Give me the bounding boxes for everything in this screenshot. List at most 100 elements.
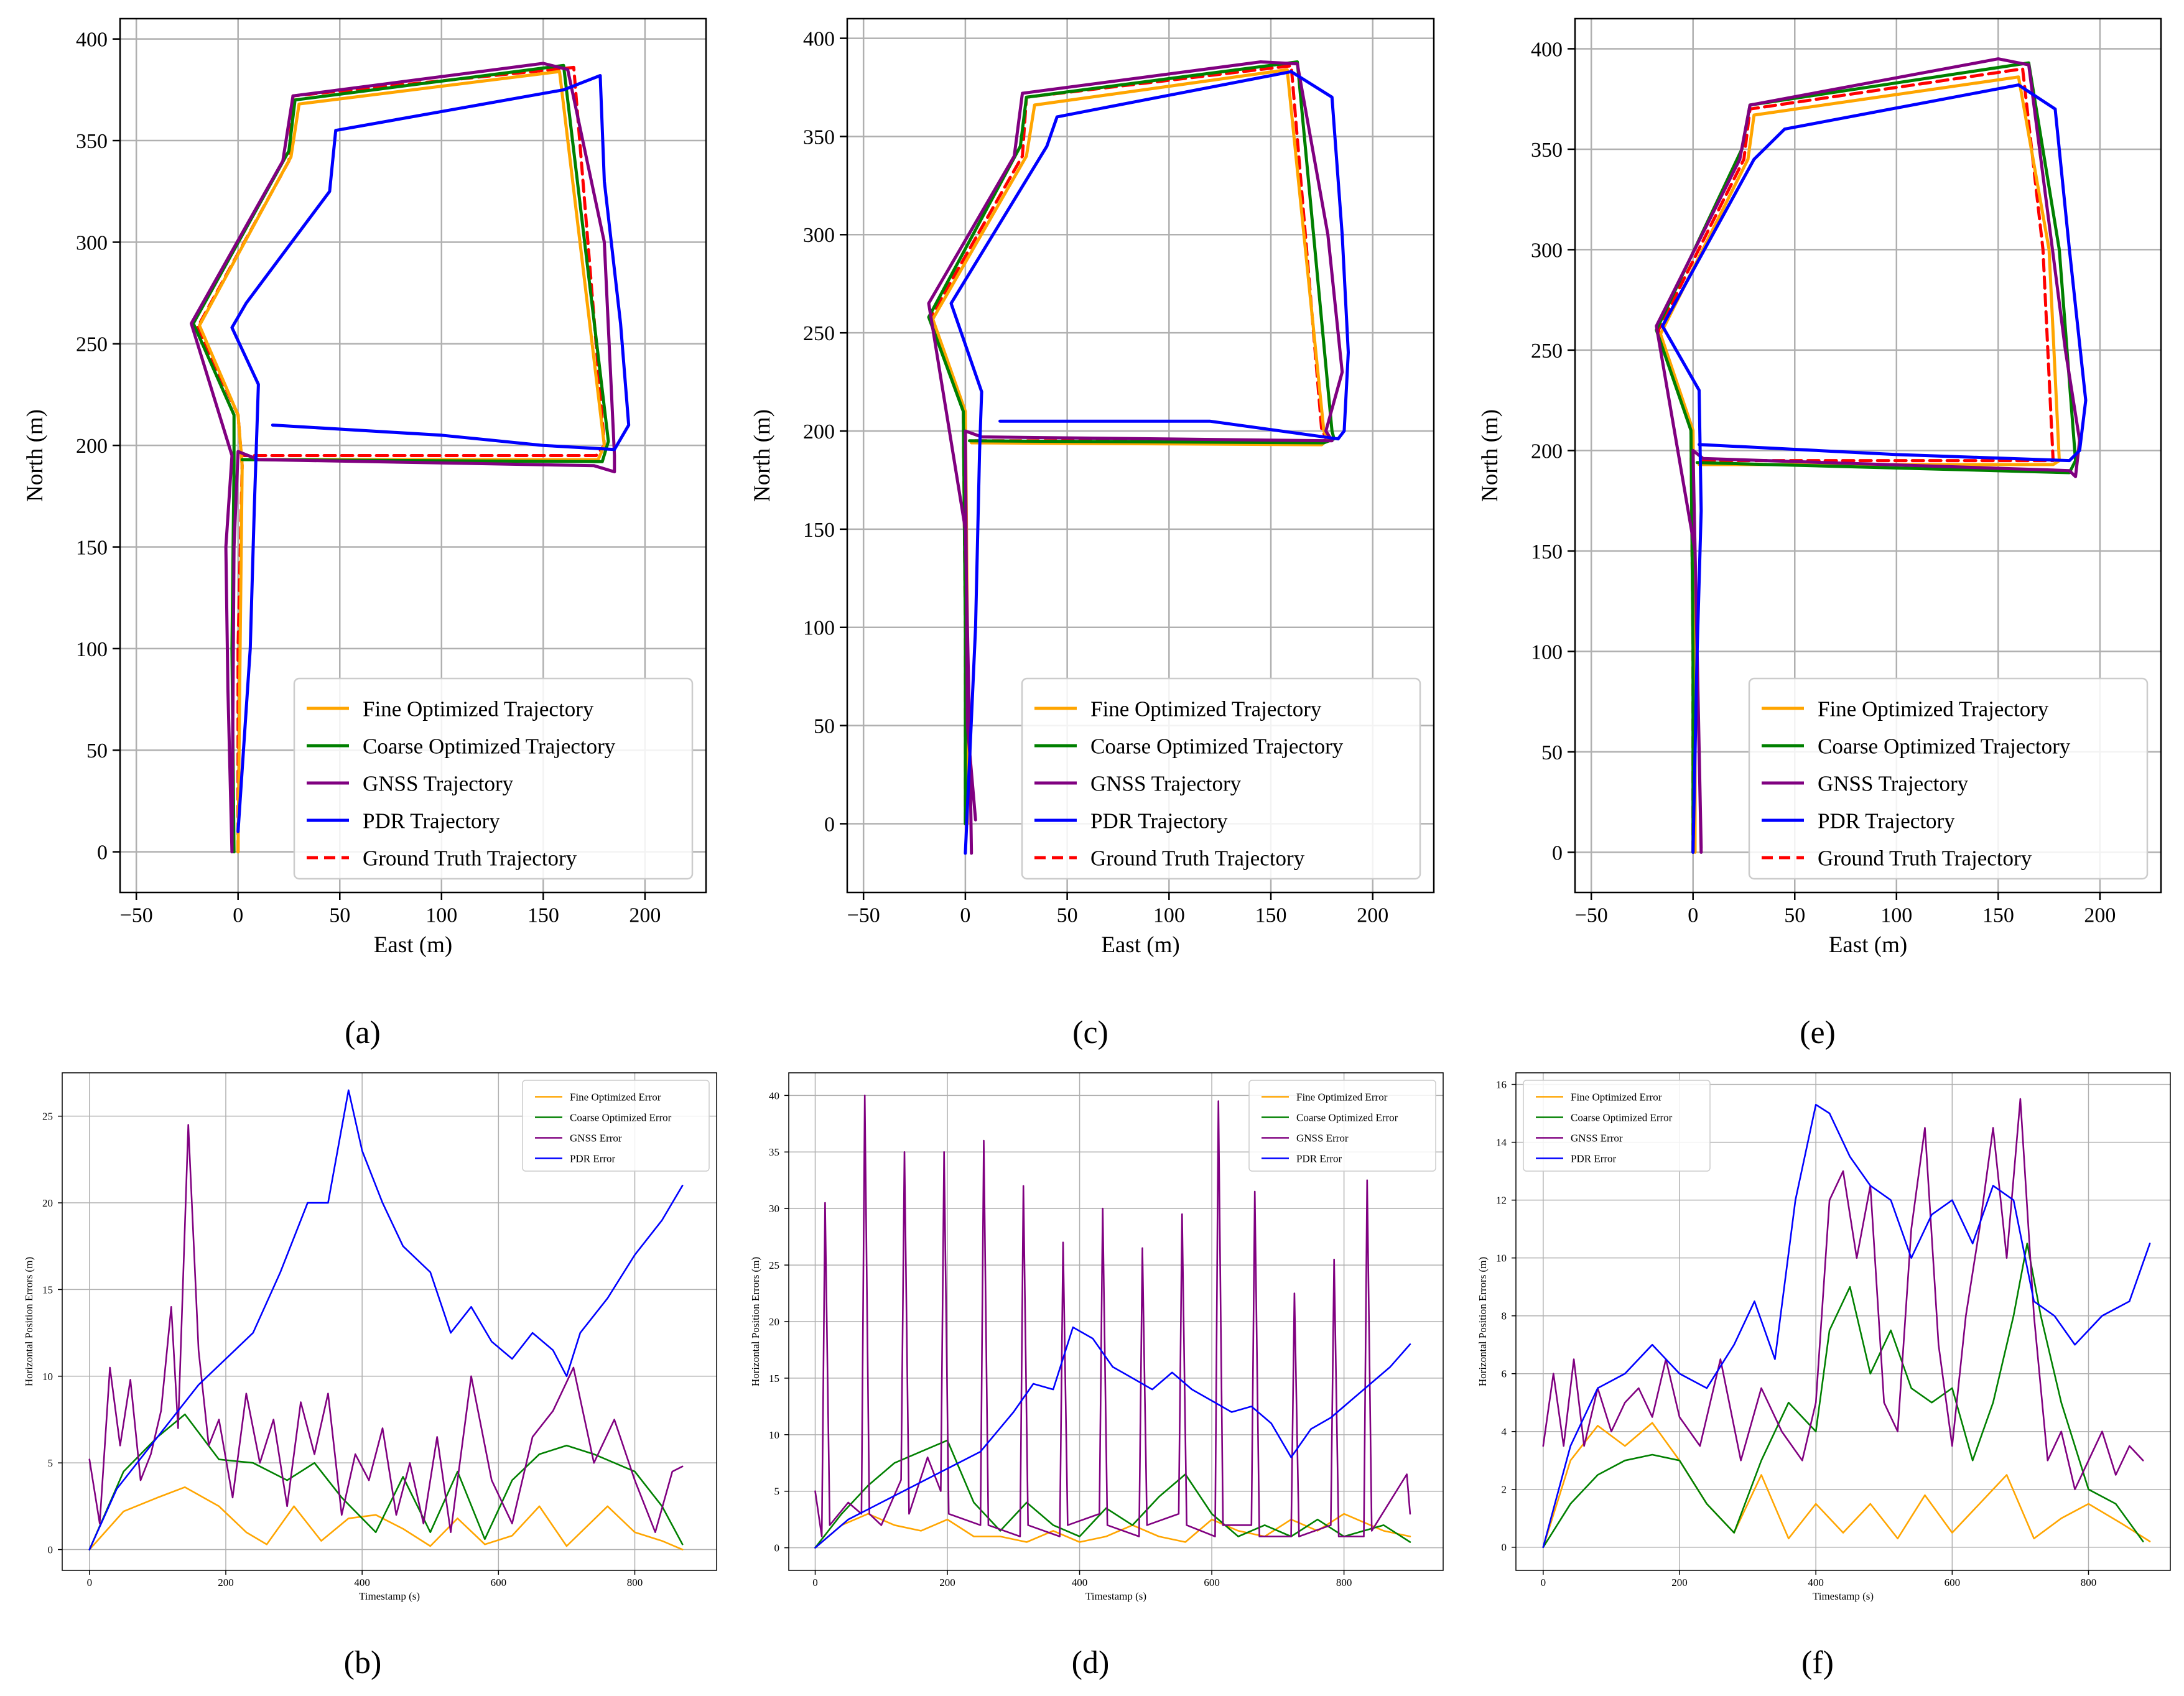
y-tick-label: 0 (824, 813, 835, 836)
legend-e: Fine Optimized Trajectory Coarse Optimize… (1748, 677, 2149, 880)
y-tick-label: 6 (1502, 1368, 1507, 1380)
x-tick-label: 50 (329, 904, 350, 927)
x-axis-label: East (m) (1101, 932, 1179, 958)
legend-entry-label: PDR Trajectory (1090, 809, 1228, 833)
legend-entry-label: Coarse Optimized Trajectory (363, 734, 616, 758)
y-tick-label: 15 (42, 1284, 53, 1295)
y-tick-label: 250 (76, 333, 108, 356)
legend-box (522, 1080, 710, 1172)
y-tick-label: 5 (774, 1486, 780, 1498)
legend-entry-label: Ground Truth Trajectory (363, 846, 577, 870)
series-line-gnss-trajectory (927, 60, 1344, 855)
x-tick-label: −50 (847, 904, 880, 927)
y-tick-label: 40 (769, 1090, 779, 1101)
y-tick-label: 350 (1531, 139, 1563, 162)
legend-entry-label: Coarse Optimized Error (1571, 1111, 1673, 1123)
chart-e: −50 0 50 100 150 200 0 50 100 150 200 250 300 350 400 E… (1477, 17, 2162, 958)
series-group-a (190, 62, 631, 854)
x-tick-label: 400 (354, 1577, 370, 1588)
y-axis-label: Horizontal Position Errors (m) (23, 1257, 35, 1386)
x-tick-label: 400 (1808, 1577, 1824, 1588)
y-tick-label: 50 (86, 739, 108, 762)
series-line-fine-optimized-error (88, 1486, 684, 1550)
x-tick-label: 200 (1671, 1577, 1688, 1588)
legend-entry-label: Ground Truth Trajectory (1090, 846, 1305, 870)
subfigure-label-e: (e) (1800, 1015, 1836, 1050)
y-tick-label: 100 (76, 638, 108, 661)
series-line-pdr-error (1542, 1103, 2151, 1549)
subfigure-label-b: (b) (344, 1645, 382, 1680)
x-axis-label: East (m) (1829, 932, 1907, 958)
y-tick-label: 0 (1502, 1542, 1507, 1554)
series-line-pdr-error (88, 1089, 684, 1550)
legend-entry-label: Fine Optimized Trajectory (1818, 697, 2049, 721)
y-axis-label: North (m) (22, 409, 48, 502)
series-group-d (814, 1095, 1411, 1549)
series-group-e (1655, 57, 2088, 854)
legend-entry-label: GNSS Error (1296, 1132, 1349, 1144)
chart-c: −50 0 50 100 150 200 0 50 100 150 200 250 300 350 400 E… (750, 17, 1435, 958)
y-tick-label: 400 (76, 29, 108, 52)
y-tick-label: 2 (1502, 1484, 1507, 1496)
y-tick-label: 25 (769, 1259, 779, 1271)
y-axis-label: North (m) (1477, 409, 1503, 502)
x-tick-label: 0 (960, 904, 970, 927)
chart-b: 0 200 400 600 800 0 5 10 15 20 25 Timestamp (s) Hori… (23, 1072, 717, 1602)
y-tick-label: 10 (42, 1371, 53, 1383)
x-tick-label: 0 (87, 1577, 93, 1588)
x-tick-label: 0 (1541, 1577, 1546, 1588)
legend-c: Fine Optimized Trajectory Coarse Optimize… (1021, 677, 1421, 880)
y-tick-label: 200 (1531, 440, 1563, 463)
x-tick-label: 150 (1982, 904, 2014, 927)
x-axis-label: Timestamp (s) (1085, 1590, 1146, 1602)
x-tick-label: 150 (1255, 904, 1287, 927)
y-tick-label: 0 (48, 1544, 53, 1556)
series-line-pdr-trajectory (949, 70, 1350, 855)
subfigure-label-f: (f) (1801, 1645, 1834, 1680)
y-tick-label: 350 (76, 130, 108, 153)
y-tick-label: 4 (1502, 1426, 1507, 1438)
x-tick-label: 50 (1057, 904, 1078, 927)
y-tick-label: 16 (1496, 1079, 1507, 1091)
series-line-pdr-trajectory (230, 74, 631, 833)
legend-box (1748, 677, 2149, 880)
y-tick-label: 100 (1531, 641, 1563, 664)
y-tick-label: 50 (814, 715, 835, 738)
x-tick-label: 100 (1880, 904, 1912, 927)
y-tick-label: 300 (803, 224, 835, 247)
chart-d: 0 200 400 600 800 0 5 10 15 20 25 30 35 40 Timestamp (… (750, 1072, 1444, 1602)
y-tick-label: 20 (42, 1197, 53, 1209)
chart-a: −50 0 50 100 150 200 0 50 100 150 200 250 300 350 400 E… (22, 17, 707, 958)
y-tick-label: 350 (803, 126, 835, 149)
y-tick-label: 10 (769, 1429, 779, 1441)
legend-b: Fine Optimized Error Coarse Optimized Err… (522, 1080, 710, 1172)
subfigure-label-c: (c) (1072, 1015, 1108, 1050)
series-line-gnss-trajectory (190, 62, 616, 854)
legend-a: Fine Optimized Trajectory Coarse Optimize… (293, 677, 694, 880)
y-tick-label: 30 (769, 1203, 779, 1215)
y-tick-label: 200 (76, 435, 108, 458)
x-tick-label: 800 (627, 1577, 643, 1588)
x-tick-label: −50 (120, 904, 153, 927)
x-tick-label: 100 (1153, 904, 1185, 927)
y-tick-label: 300 (1531, 239, 1563, 262)
legend-f: Fine Optimized Error Coarse Optimized Err… (1523, 1080, 1711, 1172)
subfigure-label-a: (a) (345, 1015, 381, 1050)
series-group-c (927, 60, 1350, 855)
legend-entry-label: PDR Trajectory (1818, 809, 1955, 833)
legend-entry-label: GNSS Trajectory (1818, 771, 1969, 795)
x-axis-label: Timestamp (s) (359, 1590, 420, 1602)
chart-f: 0 200 400 600 800 0 2 4 6 8 10 12 14 16 Timestamp (s) H… (1477, 1072, 2171, 1602)
x-tick-label: 200 (218, 1577, 234, 1588)
y-tick-label: 20 (769, 1316, 779, 1328)
axes-frame-e (1574, 17, 2162, 894)
axes-frame-a (119, 17, 707, 894)
subfigure-label-d: (d) (1072, 1645, 1110, 1680)
series-line-fine-optimized-error (814, 1513, 1411, 1549)
series-line-fine-optimized-error (1542, 1422, 2151, 1549)
legend-d: Fine Optimized Error Coarse Optimized Err… (1248, 1080, 1436, 1172)
legend-entry-label: Fine Optimized Trajectory (1090, 697, 1322, 721)
legend-entry-label: GNSS Error (1571, 1132, 1623, 1144)
y-tick-label: 400 (1531, 38, 1563, 61)
series-group-b (88, 1089, 684, 1550)
